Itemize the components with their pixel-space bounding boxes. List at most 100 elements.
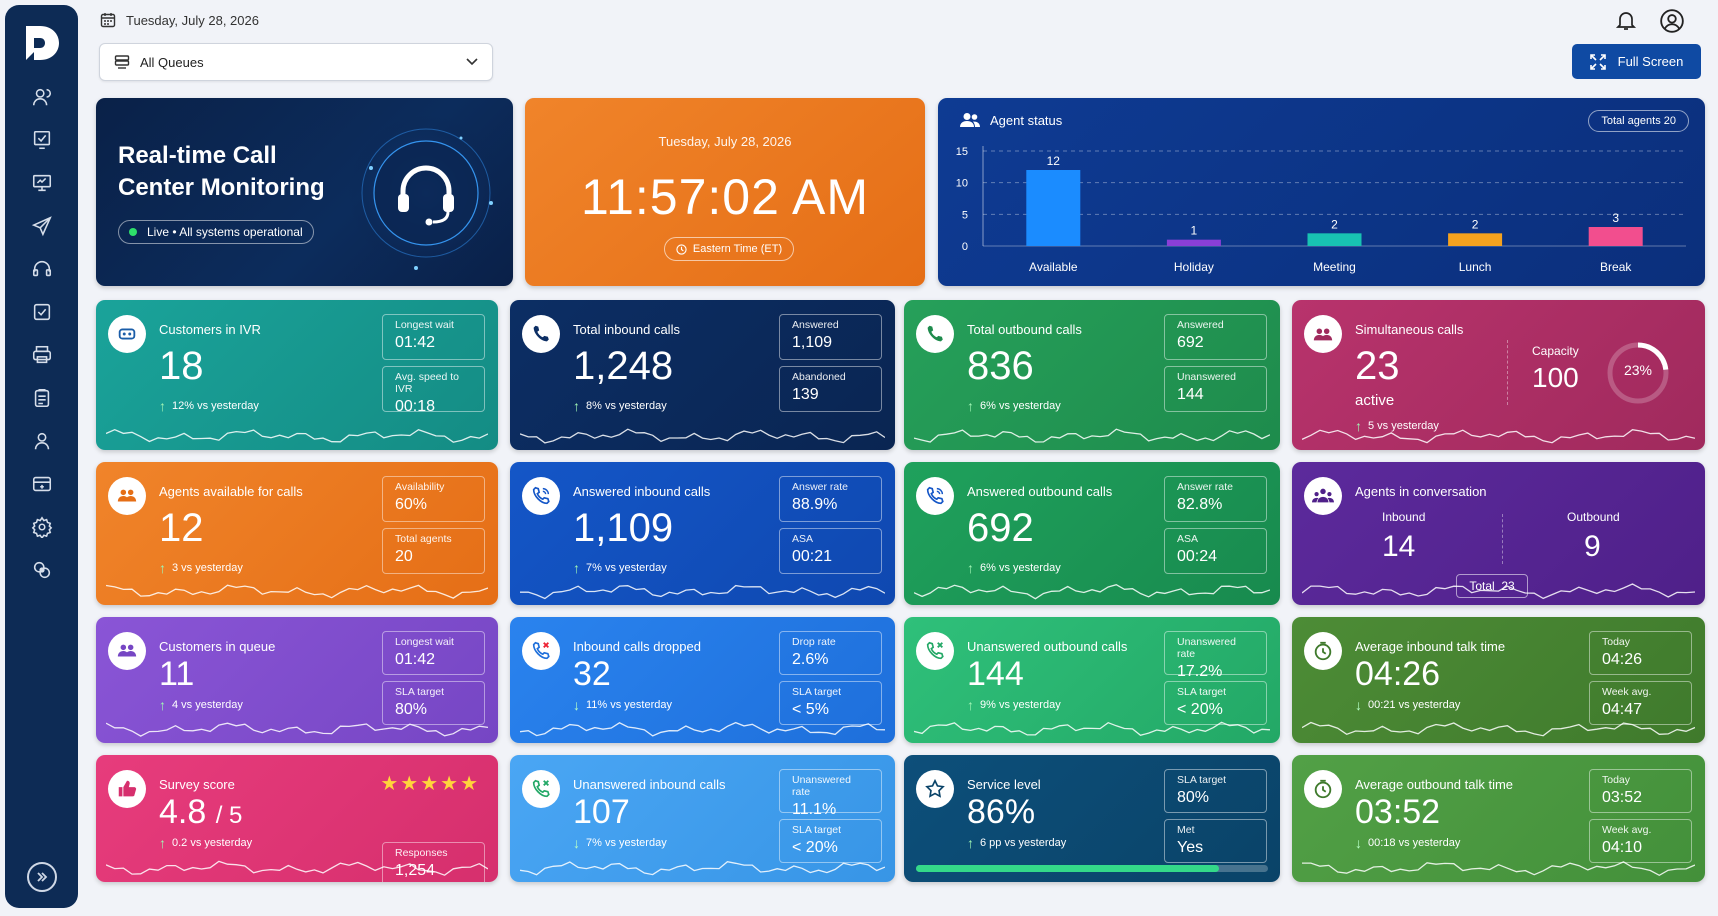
metric-average-inbound-talk-time-label: Average inbound talk time — [1355, 639, 1506, 654]
fullscreen-button[interactable]: Full Screen — [1572, 44, 1701, 79]
metric-total-inbound-calls-card[interactable]: Total inbound calls 1,248 ↑ 8% vs yesterday… — [510, 300, 895, 450]
metric-unanswered-inbound-calls-card[interactable]: Unanswered inbound calls 107 ↓ 7% vs yester… — [510, 755, 895, 882]
x-category-label: Holiday — [1174, 260, 1214, 274]
metric-answered-inbound-calls-trend: ↑ 7% vs yesterday — [573, 560, 667, 576]
clock-icon — [676, 243, 687, 255]
metric-total-outbound-calls-stat-0: Answered 692 — [1164, 314, 1267, 360]
metric-survey-score-trend: ↑ 0.2 vs yesterday — [159, 835, 253, 851]
sidebar-item-tasks[interactable] — [22, 290, 62, 333]
metric-unanswered-outbound-calls-card[interactable]: Unanswered outbound calls 144 ↑ 9% vs yeste… — [904, 617, 1280, 743]
clock-time: 11:57:02 AM — [580, 169, 870, 225]
metric-customers-in-ivr-card[interactable]: Customers in IVR 18 ↑ 12% vs yesterday Longe… — [96, 300, 498, 450]
send-icon — [31, 215, 52, 236]
capacity-value: 100 — [1532, 362, 1579, 393]
metric-average-outbound-talk-time-label: Average outbound talk time — [1355, 777, 1514, 792]
capacity-percent: 23% — [1623, 362, 1653, 378]
metric-answered-outbound-calls-label: Answered outbound calls — [967, 484, 1113, 499]
person-icon — [34, 432, 49, 449]
metric-unanswered-inbound-calls-stat-0: Unanswered rate 11.1% — [779, 769, 882, 818]
metric-survey-score-card[interactable]: Survey score 4.8 / 5 ↑ 0.2 vs yesterday ★★★★… — [96, 755, 498, 882]
queue-select-value: All Queues — [140, 54, 204, 70]
metric-average-outbound-talk-time-card[interactable]: Average outbound talk time 03:52 ↓ 00:18 vs… — [1292, 755, 1705, 882]
metric-average-outbound-talk-time-sparkline — [1302, 861, 1695, 877]
metric-survey-score-sparkline — [106, 860, 488, 876]
queue-select[interactable]: All Queues — [99, 43, 493, 81]
sidebar — [5, 5, 78, 908]
metric-unanswered-outbound-calls-stat-0: Unanswered rate 17.2% — [1164, 631, 1267, 680]
users-icon — [1304, 315, 1342, 353]
total-agents-badge: Total agents 20 — [1588, 110, 1689, 132]
phone-outbound-icon — [916, 315, 954, 353]
metric-survey-score-value-suffix: / 5 — [215, 802, 243, 829]
user-account-button[interactable] — [1659, 8, 1685, 39]
metric-customers-in-queue-sparkline — [106, 722, 488, 737]
capacity-divider — [1507, 340, 1508, 405]
metric-answered-outbound-calls-trend: ↑ 6% vs yesterday — [967, 560, 1061, 576]
sidebar-item-profile[interactable] — [22, 419, 62, 462]
metric-customers-in-queue-stat-1: SLA target 80% — [382, 681, 485, 725]
expand-icon — [1589, 53, 1606, 70]
sidebar-item-reports[interactable] — [22, 118, 62, 161]
metric-total-inbound-calls-label: Total inbound calls — [573, 322, 680, 337]
arrow-up-icon: ↑ — [159, 697, 166, 713]
app-logo[interactable] — [20, 19, 64, 67]
sidebar-item-users[interactable] — [22, 75, 62, 118]
metric-answered-outbound-calls-sparkline — [914, 584, 1270, 600]
metric-total-outbound-calls-stat-1: Unanswered 144 — [1164, 366, 1267, 412]
monitor-icon — [32, 174, 51, 191]
arrow-up-icon: ↑ — [159, 398, 166, 414]
rating-stars-icon: ★★★★★ — [380, 773, 480, 795]
metric-agents-available-for-calls-card[interactable]: Agents available for calls 12 ↑ 3 vs yester… — [96, 462, 498, 605]
arrow-up-icon: ↑ — [159, 560, 166, 576]
chevron-down-icon — [466, 58, 478, 66]
phone-missed-icon — [916, 632, 954, 670]
sidebar-item-settings[interactable] — [22, 505, 62, 548]
inbound-value: 14 — [1382, 530, 1416, 563]
notifications-button[interactable] — [1614, 8, 1638, 37]
metric-inbound-calls-dropped-card[interactable]: Inbound calls dropped 32 ↓ 11% vs yesterday… — [510, 617, 895, 743]
metric-simultaneous-calls-card[interactable]: Simultaneous calls 23 active ↑ 5 vs yesterda… — [1292, 300, 1705, 450]
x-category-label: Meeting — [1313, 260, 1356, 274]
user-icon — [32, 88, 51, 105]
metric-average-inbound-talk-time-card[interactable]: Average inbound talk time 04:26 ↓ 00:21 vs … — [1292, 617, 1705, 743]
headset-hero-icon — [348, 115, 504, 271]
metric-answered-outbound-calls-card[interactable]: Answered outbound calls 692 ↑ 6% vs yesterd… — [904, 462, 1280, 605]
timezone-text: Eastern Time (ET) — [692, 243, 783, 255]
x-category-label: Available — [1029, 260, 1078, 274]
sidebar-expand-button[interactable] — [27, 862, 57, 892]
sidebar-item-billing[interactable] — [22, 462, 62, 505]
metric-agents-available-for-calls-sparkline — [106, 584, 488, 599]
printer-icon — [32, 345, 51, 363]
bar-value-label: 2 — [1472, 217, 1479, 231]
agent-status-header: Agent status — [960, 112, 1062, 128]
queue-icon — [114, 55, 130, 69]
bar-available — [1026, 170, 1081, 246]
sidebar-item-documents[interactable] — [22, 376, 62, 419]
metric-unanswered-outbound-calls-sparkline — [914, 721, 1270, 737]
metric-service-level-card[interactable]: Service level 86% ↑ 6 pp vs yesterday SLA ta… — [904, 755, 1280, 882]
sidebar-item-print[interactable] — [22, 333, 62, 376]
live-status-text: Live • All systems operational — [147, 225, 303, 239]
metric-unanswered-outbound-calls-value: 144 — [967, 655, 1024, 693]
metric-customers-in-ivr-trend: ↑ 12% vs yesterday — [159, 398, 259, 414]
metric-simultaneous-calls-label: Simultaneous calls — [1355, 322, 1464, 337]
metric-agents-in-conversation-card[interactable]: Agents in conversation Inbound 14 Outbound 9… — [1292, 462, 1705, 605]
sidebar-item-campaigns[interactable] — [22, 204, 62, 247]
sidebar-item-monitor[interactable] — [22, 161, 62, 204]
y-tick-label: 10 — [956, 178, 968, 190]
metric-answered-inbound-calls-card[interactable]: Answered inbound calls 1,109 ↑ 7% vs yester… — [510, 462, 895, 605]
metric-customers-in-queue-label: Customers in queue — [159, 639, 276, 654]
metric-agents-in-conversation-sparkline — [1302, 583, 1695, 600]
headset-icon — [32, 260, 51, 276]
metric-total-outbound-calls-card[interactable]: Total outbound calls 836 ↑ 6% vs yesterday A… — [904, 300, 1280, 450]
sidebar-item-integrations[interactable] — [22, 548, 62, 591]
metric-total-outbound-calls-value: 836 — [967, 344, 1034, 388]
metric-agents-in-conversation-label: Agents in conversation — [1355, 484, 1487, 499]
metric-customers-in-queue-card[interactable]: Customers in queue 11 ↑ 4 vs yesterday Longe… — [96, 617, 498, 743]
metric-customers-in-queue-value: 11 — [159, 655, 195, 693]
x-category-label: Lunch — [1459, 260, 1492, 274]
metric-total-inbound-calls-stat-1: Abandoned 139 — [779, 366, 882, 412]
sidebar-item-support[interactable] — [22, 247, 62, 290]
metric-inbound-calls-dropped-stat-1: SLA target < 5% — [779, 681, 882, 725]
metric-service-level-trend: ↑ 6 pp vs yesterday — [967, 835, 1067, 851]
